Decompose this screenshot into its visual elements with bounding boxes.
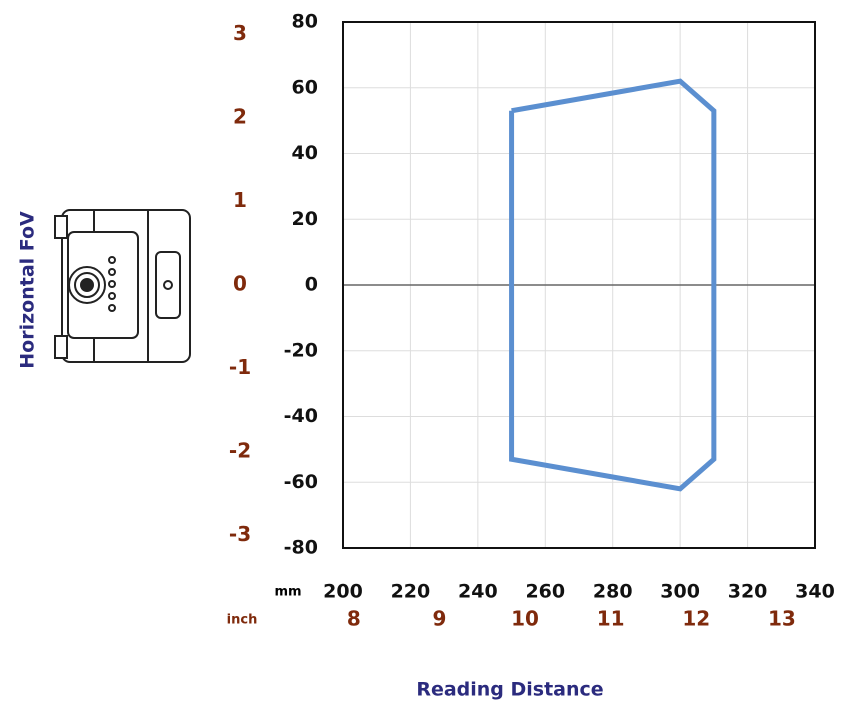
x2-tick-label: 8 [347,607,361,631]
x-tick-label: 300 [660,581,700,603]
x2-unit: inch [227,613,258,628]
y-tick-label: -80 [284,537,318,559]
plot-frame [342,21,816,549]
x-unit: mm [274,585,301,600]
x2-tick-label: 13 [768,607,796,631]
x-tick-label: 340 [795,581,835,603]
y2-tick-label: 3 [233,21,247,45]
y-tick-label: -60 [284,471,318,493]
x-tick-label: 200 [323,581,363,603]
x2-tick-label: 11 [597,607,625,631]
device-icon [54,209,191,363]
x-tick-label: 260 [525,581,565,603]
y2-tick-label: 2 [233,105,247,129]
y2-tick-label: -3 [229,522,251,546]
y2-tick-label: 0 [233,272,247,296]
x-tick-label: 280 [593,581,633,603]
x2-tick-label: 9 [432,607,446,631]
x2-tick-label: 12 [682,607,710,631]
y2-tick-label: -1 [229,355,251,379]
y-tick-label: 60 [292,76,318,98]
x-tick-label: 320 [728,581,768,603]
y-tick-label: -20 [284,339,318,361]
y-tick-label: 40 [292,142,318,164]
y-tick-label: -40 [284,405,318,427]
y-tick-label: 0 [305,274,318,296]
x-tick-label: 220 [391,581,431,603]
y-tick-label: 80 [292,11,318,33]
x-tick-label: 240 [458,581,498,603]
x-axis-title: Reading Distance [416,679,603,701]
y2-tick-label: 1 [233,188,247,212]
y-axis-title: Horizontal FoV [17,211,39,369]
y-tick-label: 20 [292,208,318,230]
reading-field [509,78,717,492]
x2-tick-label: 10 [511,607,539,631]
y2-tick-label: -2 [229,438,251,462]
